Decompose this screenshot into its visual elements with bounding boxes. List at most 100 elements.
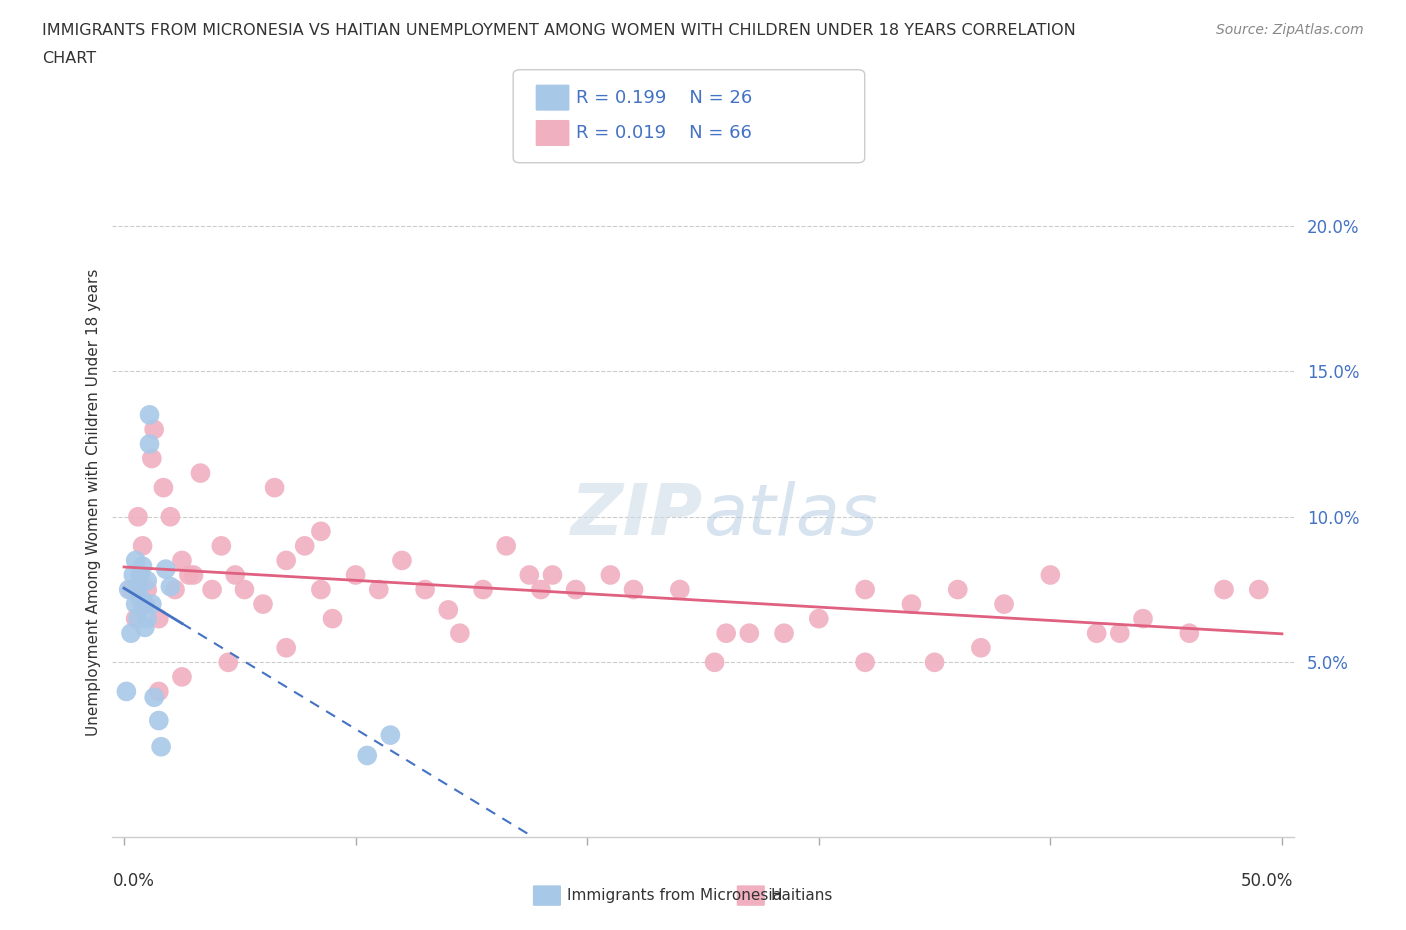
Point (138, 407, 160, 422)
Point (120, 626, 142, 641)
Point (124, 553, 146, 568)
Text: R = 0.199    N = 26: R = 0.199 N = 26 (576, 88, 752, 107)
Point (143, 422, 166, 437)
Text: Source: ZipAtlas.com: Source: ZipAtlas.com (1216, 23, 1364, 37)
Point (599, 567, 621, 582)
Text: CHART: CHART (42, 51, 96, 66)
Point (143, 690, 166, 705)
Point (170, 670, 193, 684)
Text: IMMIGRANTS FROM MICRONESIA VS HAITIAN UNEMPLOYMENT AMONG WOMEN WITH CHILDREN UND: IMMIGRANTS FROM MICRONESIA VS HAITIAN UN… (42, 23, 1076, 38)
Text: Haitians: Haitians (770, 888, 832, 903)
Point (1213, 582, 1236, 597)
Point (115, 684, 138, 698)
Point (159, 510, 181, 525)
Point (807, 611, 830, 626)
Text: Immigrants from Micronesia: Immigrants from Micronesia (567, 888, 782, 903)
Point (155, 562, 177, 577)
Point (541, 567, 564, 582)
Point (309, 582, 332, 597)
Point (118, 582, 141, 597)
Point (530, 582, 553, 597)
Point (201, 582, 224, 597)
Point (131, 538, 153, 553)
Point (1178, 626, 1201, 641)
Point (970, 641, 993, 656)
Point (669, 582, 692, 597)
Point (122, 567, 145, 582)
Point (564, 582, 586, 597)
Point (136, 582, 159, 597)
Point (127, 510, 149, 525)
Point (993, 597, 1015, 612)
Y-axis label: Unemployment Among Women with Children Under 18 years: Unemployment Among Women with Children U… (86, 269, 101, 736)
Point (321, 611, 343, 626)
Point (224, 567, 246, 582)
Point (190, 466, 212, 481)
Text: 0.0%: 0.0% (112, 872, 155, 890)
Point (129, 591, 152, 605)
Point (136, 574, 159, 589)
Point (294, 538, 316, 553)
Point (127, 611, 149, 626)
Point (127, 579, 149, 594)
Point (276, 553, 298, 568)
Point (124, 611, 146, 626)
Point (703, 655, 725, 670)
Point (449, 626, 471, 641)
Point (152, 480, 174, 495)
Point (773, 626, 796, 641)
Point (148, 611, 170, 626)
Point (517, 567, 540, 582)
Point (170, 553, 193, 568)
Point (356, 748, 378, 763)
Point (159, 579, 181, 594)
Text: atlas: atlas (703, 481, 877, 550)
Point (495, 538, 517, 553)
Point (1039, 567, 1062, 582)
Point (309, 524, 332, 538)
Point (391, 553, 413, 568)
Point (1247, 582, 1270, 597)
Text: 50.0%: 50.0% (1241, 872, 1294, 890)
Point (209, 538, 232, 553)
Point (900, 597, 922, 612)
Point (138, 436, 160, 451)
Point (134, 597, 156, 612)
Point (380, 727, 402, 742)
Point (148, 684, 170, 698)
Point (367, 582, 389, 597)
Point (120, 582, 142, 597)
Point (134, 597, 156, 612)
Point (853, 582, 876, 597)
Point (924, 655, 946, 670)
Point (413, 582, 436, 597)
Point (163, 582, 186, 597)
Point (738, 626, 761, 641)
Point (714, 626, 737, 641)
Point (129, 567, 152, 582)
Point (217, 655, 239, 670)
Point (252, 597, 274, 612)
Point (1108, 626, 1130, 641)
Point (150, 739, 173, 754)
Point (344, 567, 367, 582)
Point (141, 451, 163, 466)
Point (136, 611, 159, 626)
Point (623, 582, 645, 597)
Point (131, 559, 153, 574)
Text: R = 0.019    N = 66: R = 0.019 N = 66 (576, 124, 752, 142)
Point (1132, 611, 1154, 626)
Point (134, 620, 156, 635)
Point (276, 641, 298, 656)
Point (124, 597, 146, 612)
Point (183, 567, 205, 582)
Point (131, 597, 153, 612)
Point (472, 582, 495, 597)
Point (946, 582, 969, 597)
Point (263, 480, 285, 495)
Point (129, 567, 152, 582)
Text: ZIP: ZIP (571, 481, 703, 550)
Point (437, 603, 460, 618)
Point (1085, 626, 1108, 641)
Point (177, 567, 200, 582)
